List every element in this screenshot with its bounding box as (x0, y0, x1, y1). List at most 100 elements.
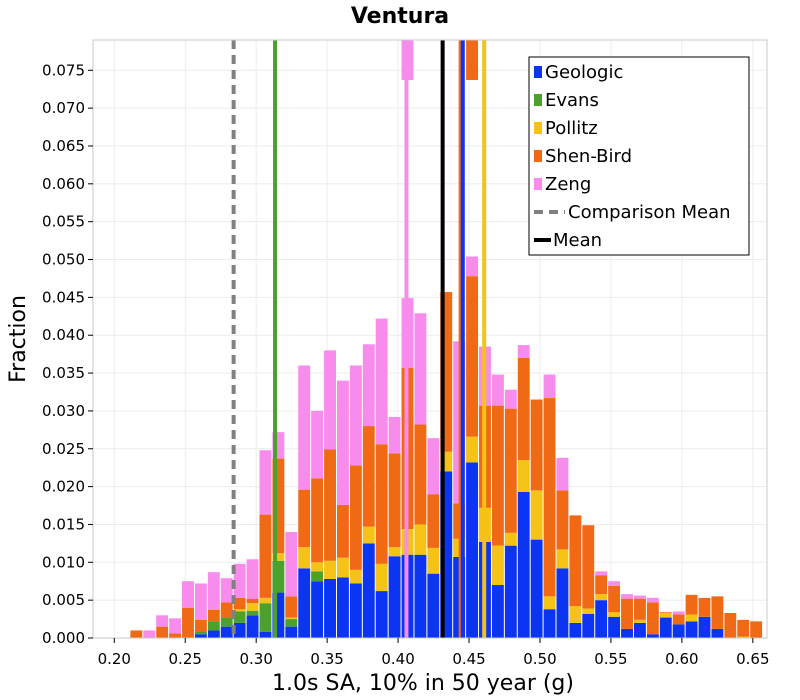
bar-zeng (375, 318, 388, 445)
bar-shen-bird (259, 514, 272, 598)
x-tick-label: 0.30 (239, 650, 272, 668)
bar-geologic (194, 634, 207, 638)
bar-geologic (298, 568, 311, 638)
axes: 0.20 0.25 0.30 0.35 0.40 0.45 0.50 0.55 0.60 0.65… (42, 61, 769, 668)
bar-geologic (220, 626, 233, 638)
bar-pollitz (362, 526, 375, 544)
bar-pollitz (388, 547, 401, 557)
bar-shen-bird (207, 609, 220, 622)
bar-geologic (440, 471, 453, 638)
bar-shen-bird (440, 292, 453, 452)
y-tick-label: 0.045 (42, 288, 85, 306)
bar-zeng (182, 581, 194, 608)
bar-pollitz (440, 451, 453, 472)
bar-geologic (621, 628, 633, 638)
bar-shen-bird (517, 357, 530, 461)
bar-shen-bird (362, 426, 375, 527)
bar-geologic (272, 592, 285, 638)
bar-shen-bird (530, 399, 543, 491)
legend-swatch (534, 94, 542, 106)
bar-pollitz (233, 609, 246, 612)
bar-geologic (388, 556, 401, 638)
bar-geologic (324, 578, 336, 638)
bar-shen-bird (272, 458, 285, 554)
bar-zeng (608, 581, 621, 586)
bar-zeng (143, 630, 156, 638)
x-tick-label: 0.65 (736, 650, 769, 668)
bar-shen-bird (169, 633, 182, 638)
bar-shen-bird (298, 489, 311, 548)
bar-zeng (504, 389, 517, 409)
bar-pollitz (349, 569, 362, 584)
bar-pollitz (285, 617, 298, 620)
bar-evans (311, 571, 324, 582)
bar-geologic (685, 621, 698, 638)
x-tick-label: 0.25 (169, 650, 202, 668)
y-tick-label: 0.040 (42, 326, 85, 344)
x-axis-label: 1.0s SA, 10% in 50 year (g) (272, 671, 574, 696)
bar-pollitz (324, 560, 336, 579)
bar-zeng (362, 344, 375, 427)
bar-shen-bird (698, 597, 711, 617)
bar-pollitz (414, 524, 427, 555)
legend-label: Evans (545, 90, 599, 111)
bar-shen-bird (685, 594, 698, 615)
bar-geologic (595, 600, 608, 638)
bar-geologic (633, 622, 646, 638)
bar-geologic (582, 613, 595, 638)
bar-evans (207, 621, 220, 631)
bar-shen-bird (414, 424, 427, 525)
bar-shen-bird (466, 276, 479, 437)
x-tick-label: 0.20 (98, 650, 131, 668)
bar-pollitz (491, 545, 504, 586)
y-tick-label: 0.065 (42, 137, 85, 155)
bar-zeng (272, 432, 285, 459)
bar-zeng (633, 595, 646, 599)
bar-zeng (336, 380, 349, 505)
bar-pollitz (569, 606, 582, 623)
bar-evans (259, 603, 272, 632)
bar-shen-bird (556, 490, 569, 550)
bar-geologic (427, 573, 440, 638)
bar-shen-bird (582, 525, 595, 609)
bar-shen-bird (543, 398, 556, 597)
x-tick-label: 0.35 (310, 650, 343, 668)
legend-label: Zeng (545, 174, 591, 195)
y-tick-label: 0.055 (42, 213, 85, 231)
bar-shen-bird (324, 449, 336, 561)
bar-pollitz (272, 553, 285, 561)
legend-swatch (534, 178, 542, 190)
reference-lines (231, 40, 487, 638)
y-tick-label: 0.075 (42, 61, 85, 79)
bar-pollitz (543, 596, 556, 610)
bar-shen-bird (182, 607, 194, 638)
bar-zeng (298, 365, 311, 490)
bar-pollitz (595, 594, 608, 601)
bar-shen-bird (646, 602, 659, 635)
legend: Geologic Evans Pollitz Shen-Bird Zeng Compari… (528, 56, 750, 256)
bar-geologic (233, 622, 246, 638)
y-tick-label: 0.035 (42, 364, 85, 382)
bar-geologic (659, 617, 672, 638)
bar-pollitz (246, 603, 259, 611)
bar-geologic (698, 616, 711, 638)
bar-zeng (388, 416, 401, 454)
bar-pollitz (582, 608, 595, 614)
chart-title: Ventura (351, 4, 449, 29)
bar-geologic (362, 543, 375, 638)
y-tick-label: 0.060 (42, 175, 85, 193)
bar-geologic (491, 585, 504, 638)
bar-zeng (349, 365, 362, 466)
bar-shen-bird (711, 596, 724, 629)
bar-zeng (556, 457, 569, 491)
x-tick-label: 0.50 (523, 650, 556, 668)
bar-shen-bird (595, 575, 608, 595)
y-tick-label: 0.015 (42, 515, 85, 533)
bar-pollitz (298, 547, 311, 569)
bar-shen-bird (336, 504, 349, 558)
bar-zeng (672, 611, 685, 615)
bar-zeng (621, 594, 633, 599)
bar-shen-bird (672, 614, 685, 625)
bar-overflow-shen-bird (466, 40, 479, 80)
